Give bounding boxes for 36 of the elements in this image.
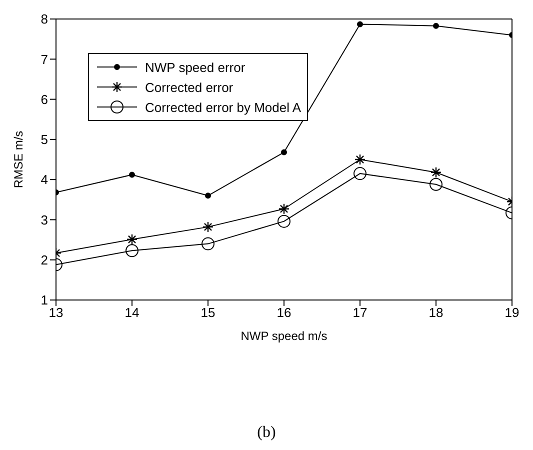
point <box>354 154 366 166</box>
point <box>430 166 442 178</box>
x-tick-label: 19 <box>504 305 520 320</box>
y-axis-title: RMSE m/s <box>11 130 26 188</box>
x-tick-label: 15 <box>200 305 216 320</box>
point <box>433 22 439 29</box>
legend-label: Corrected error by Model A <box>145 100 302 114</box>
x-tick-label: 18 <box>428 305 444 320</box>
y-tick-label: 5 <box>40 132 48 148</box>
point <box>278 203 290 214</box>
point <box>129 172 135 178</box>
point <box>202 221 214 233</box>
x-tick-label: 14 <box>124 305 140 320</box>
y-tick-label: 2 <box>40 252 48 268</box>
y-tick-label: 4 <box>40 172 48 188</box>
y-tick-label: 3 <box>40 212 48 228</box>
y-tick-label: 7 <box>40 52 48 67</box>
point <box>126 244 138 258</box>
x-tick-label: 13 <box>48 305 64 320</box>
point <box>281 149 287 156</box>
x-tick-label: 17 <box>352 305 368 320</box>
y-tick-label: 8 <box>40 12 48 27</box>
legend-label: Corrected error <box>145 80 234 94</box>
x-tick-label: 16 <box>276 305 292 320</box>
point <box>126 234 138 245</box>
y-tick-label: 6 <box>40 92 48 107</box>
x-axis-title: NWP speed m/s <box>240 329 328 343</box>
point <box>205 192 211 199</box>
point <box>430 178 442 191</box>
y-tick-label: 1 <box>40 292 48 308</box>
point <box>278 214 290 228</box>
point <box>354 167 366 180</box>
text: (b) <box>256 424 277 442</box>
point <box>202 237 214 250</box>
legend-label: NWP speed error <box>145 60 246 74</box>
point <box>357 21 363 28</box>
